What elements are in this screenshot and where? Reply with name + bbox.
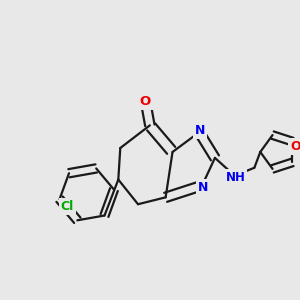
Text: N: N (198, 181, 208, 194)
Text: NH: NH (226, 171, 246, 184)
Text: O: O (290, 140, 300, 153)
Text: Cl: Cl (61, 200, 74, 213)
Text: N: N (195, 124, 205, 137)
Text: O: O (139, 95, 151, 108)
